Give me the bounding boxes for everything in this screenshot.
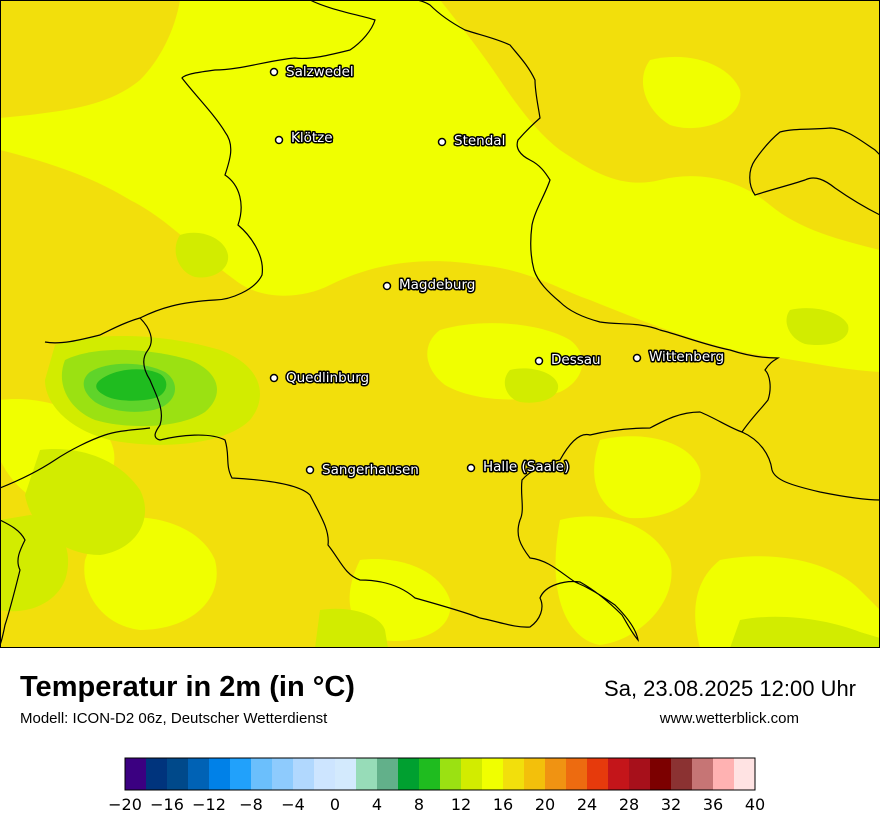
legend-color-box	[251, 758, 273, 790]
legend-tick-label: 20	[535, 795, 555, 814]
city-label: Dessau	[551, 352, 601, 368]
legend-tick-label: 32	[661, 795, 681, 814]
city-magdeburg: Magdeburg	[382, 276, 477, 295]
city-label: Halle (Saale)	[483, 459, 569, 475]
city-halle: Halle (Saale)	[466, 458, 571, 477]
legend-color-box	[545, 758, 567, 790]
legend-color-box	[713, 758, 735, 790]
city-label: Stendal	[454, 133, 505, 149]
legend-color-box	[125, 758, 147, 790]
legend-color-box	[671, 758, 693, 790]
city-label: Magdeburg	[399, 277, 475, 293]
legend-color-box	[692, 758, 714, 790]
legend-tick-label: 24	[577, 795, 597, 814]
map-title: Temperatur in 2m (in °C)	[20, 671, 355, 703]
lower-saxony-border	[44, 317, 141, 344]
city-dot	[274, 135, 284, 145]
legend-color-box	[314, 758, 336, 790]
legend-color-box	[356, 758, 378, 790]
legend-tick-label: 40	[745, 795, 765, 814]
city-kloetze: Klötze	[274, 129, 334, 148]
legend-tick-label: −8	[239, 795, 263, 814]
legend-color-box	[167, 758, 189, 790]
city-dot	[466, 463, 476, 473]
legend-color-box	[503, 758, 525, 790]
legend-tick-label: 4	[372, 795, 382, 814]
legend-frame	[124, 757, 756, 791]
city-label: Sangerhausen	[322, 462, 419, 478]
legend-color-box	[440, 758, 462, 790]
forecast-datetime: Sa, 23.08.2025 12:00 Uhr	[604, 676, 856, 701]
sachsen-anhalt-border	[138, 0, 780, 643]
legend-color-box	[587, 758, 609, 790]
city-wittenberg: Wittenberg	[632, 348, 726, 367]
city-sangerhausen: Sangerhausen	[305, 461, 420, 480]
color-legend: −20 −16 −12 −8 −4 0 4 8 12 16 20 24 28 32 36 40	[108, 757, 765, 814]
legend-color-box	[209, 758, 231, 790]
legend-color-box	[734, 758, 756, 790]
temperature-map: Salzwedel Klötze Stendal Magdeburg Dessa…	[0, 0, 880, 648]
legend-tick-label: −4	[281, 795, 305, 814]
legend-color-box	[461, 758, 483, 790]
legend-color-box	[629, 758, 651, 790]
city-label: Quedlinburg	[286, 370, 369, 386]
model-info: Modell: ICON-D2 06z, Deutscher Wetterdie…	[20, 710, 328, 727]
city-dot	[534, 356, 544, 366]
city-dot	[269, 373, 279, 383]
legend-tick-labels: −20 −16 −12 −8 −4 0 4 8 12 16 20 24 28 32 36 40	[108, 795, 765, 814]
city-markers: Salzwedel Klötze Stendal Magdeburg Dessa…	[269, 63, 726, 480]
legend-color-box	[335, 758, 357, 790]
legend-color-box	[272, 758, 294, 790]
city-dot	[305, 465, 315, 475]
website-link[interactable]: www.wetterblick.com	[659, 710, 799, 727]
city-dessau: Dessau	[534, 351, 602, 370]
legend-color-box	[566, 758, 588, 790]
city-dot	[382, 281, 392, 291]
city-stendal: Stendal	[437, 132, 507, 151]
legend-tick-label: 28	[619, 795, 639, 814]
legend-tick-label: −12	[192, 795, 226, 814]
legend-color-box	[482, 758, 504, 790]
legend-color-box	[524, 758, 546, 790]
legend-color-box	[398, 758, 420, 790]
saxony-border	[741, 431, 880, 501]
city-label: Klötze	[291, 130, 333, 146]
brandenburg-north-border	[749, 127, 880, 216]
city-quedlinburg: Quedlinburg	[269, 369, 371, 388]
legend-color-box	[146, 758, 168, 790]
city-label: Wittenberg	[649, 349, 724, 365]
legend-color-box	[377, 758, 399, 790]
city-dot	[437, 137, 447, 147]
legend-color-box	[293, 758, 315, 790]
city-salzwedel: Salzwedel	[269, 63, 355, 82]
west-border-upper	[0, 519, 26, 646]
temperature-zone-dark-yellow	[0, 0, 880, 648]
legend-tick-label: 12	[451, 795, 471, 814]
legend-color-box	[230, 758, 252, 790]
legend-color-box	[419, 758, 441, 790]
thuringia-border	[0, 427, 151, 489]
legend-color-box	[608, 758, 630, 790]
legend-color-box	[650, 758, 672, 790]
city-label: Salzwedel	[286, 64, 354, 80]
legend-tick-label: 0	[330, 795, 340, 814]
legend-color-box	[188, 758, 210, 790]
legend-tick-label: 16	[493, 795, 513, 814]
legend-tick-label: 36	[703, 795, 723, 814]
city-dot	[632, 353, 642, 363]
legend-tick-label: 8	[414, 795, 424, 814]
legend-color-boxes	[124, 757, 756, 791]
state-borders	[0, 0, 880, 646]
city-dot	[269, 67, 279, 77]
legend-tick-label: −20	[108, 795, 142, 814]
legend-tick-label: −16	[150, 795, 184, 814]
